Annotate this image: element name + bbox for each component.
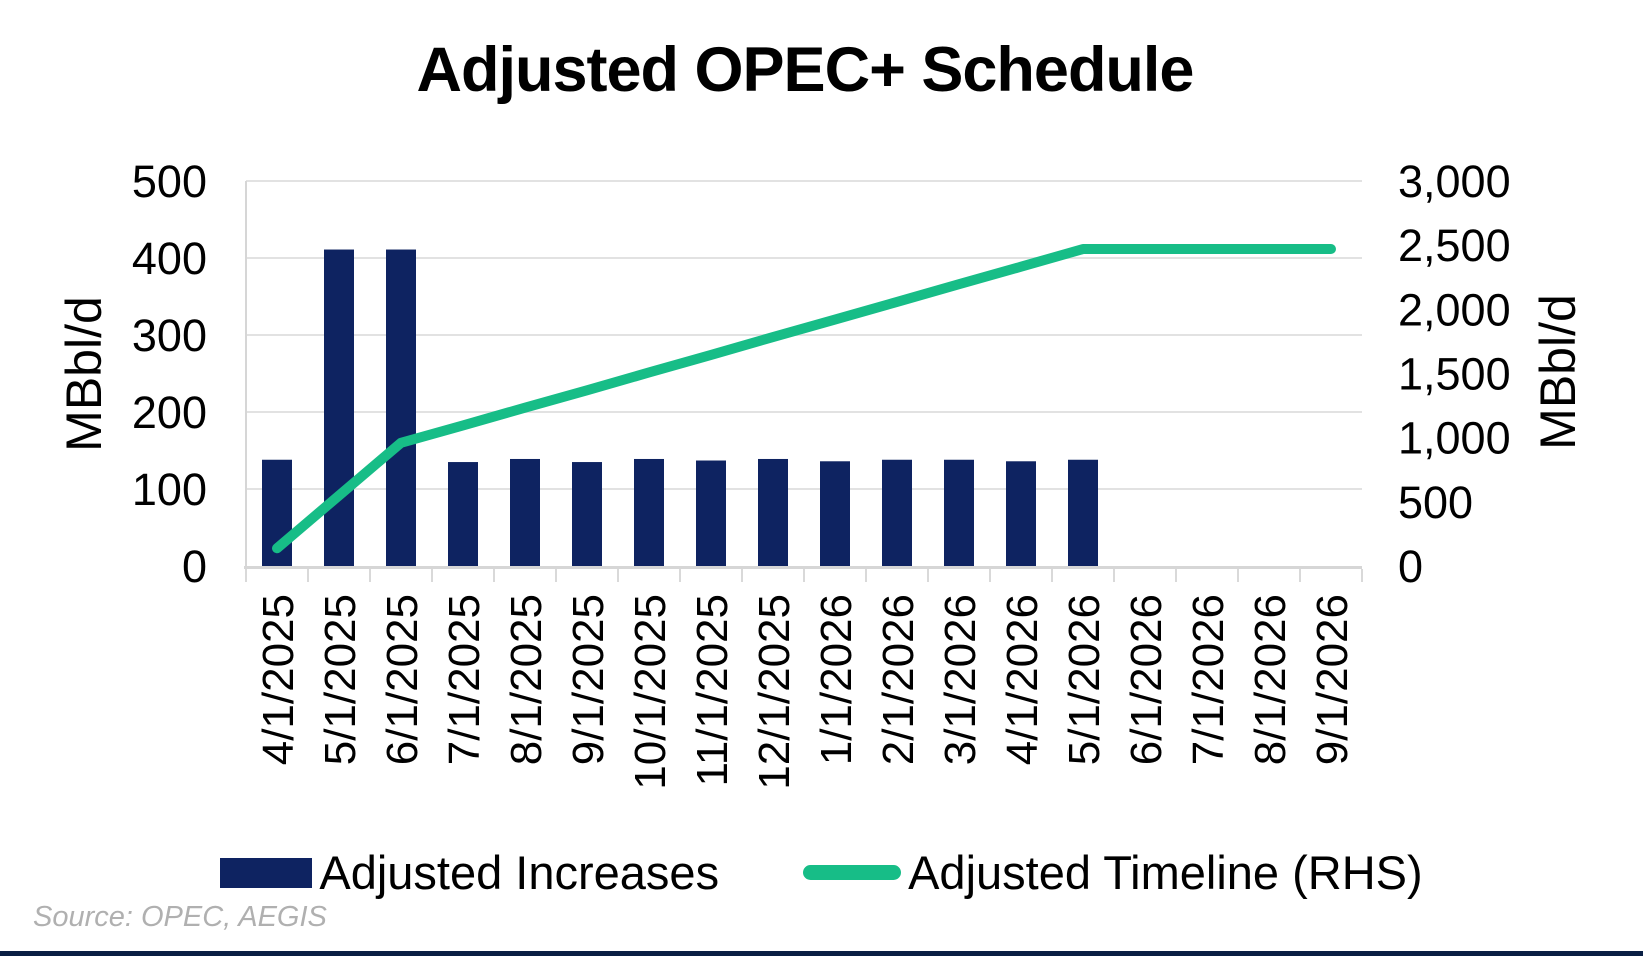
bar-12/1/2025 xyxy=(758,458,788,566)
legend-item-adjusted-increases: Adjusted Increases xyxy=(220,845,719,900)
left-axis-tick-label: 300 xyxy=(132,310,207,361)
right-axis-unit-label: MBbl/d xyxy=(1530,294,1586,450)
chart-title: Adjusted OPEC+ Schedule xyxy=(416,35,1195,105)
x-tick-label-7/1/2026: 7/1/2026 xyxy=(1184,594,1233,765)
x-tick-label-7/1/2025: 7/1/2025 xyxy=(440,594,489,765)
x-tick-label-9/1/2025: 9/1/2025 xyxy=(564,594,613,765)
right-axis-tick-label: 1,000 xyxy=(1398,413,1511,464)
left-axis-tick-label: 100 xyxy=(132,464,207,515)
bar-11/1/2025 xyxy=(696,460,726,566)
chart-legend: Adjusted Increases Adjusted Timeline (RH… xyxy=(0,845,1643,900)
bar-3/1/2026 xyxy=(944,459,974,566)
legend-label-adjusted-increases: Adjusted Increases xyxy=(319,846,720,899)
left-axis-tick-label: 400 xyxy=(132,233,207,284)
x-tick-label-11/1/2025: 11/1/2025 xyxy=(688,594,737,786)
x-tick-label-9/1/2026: 9/1/2026 xyxy=(1308,594,1357,765)
bar-5/1/2026 xyxy=(1068,459,1098,566)
bottom-divider xyxy=(0,951,1643,956)
left-axis-tick-label: 200 xyxy=(132,387,207,438)
bar-2/1/2026 xyxy=(882,459,912,566)
x-tick-label-6/1/2026: 6/1/2026 xyxy=(1122,594,1171,765)
line-swatch-icon xyxy=(803,865,902,880)
left-axis-unit-label: MBbl/d xyxy=(56,296,112,452)
right-axis-tick-label: 2,000 xyxy=(1398,284,1511,335)
legend-label-adjusted-timeline: Adjusted Timeline (RHS) xyxy=(908,846,1423,899)
bar-4/1/2026 xyxy=(1006,461,1036,566)
left-axis-tick-label: 0 xyxy=(182,541,207,592)
bar-10/1/2025 xyxy=(634,458,664,566)
x-tick-label-4/1/2025: 4/1/2025 xyxy=(254,594,303,765)
x-tick-label-1/1/2026: 1/1/2026 xyxy=(812,594,861,765)
x-tick-label-8/1/2025: 8/1/2025 xyxy=(502,594,551,765)
bar-6/1/2025 xyxy=(386,249,416,566)
right-axis-tick-label: 3,000 xyxy=(1398,156,1511,207)
bar-swatch-icon xyxy=(220,857,313,888)
legend-item-adjusted-timeline: Adjusted Timeline (RHS) xyxy=(803,845,1423,900)
x-tick-label-6/1/2025: 6/1/2025 xyxy=(378,594,427,765)
right-axis-tick-label: 2,500 xyxy=(1398,220,1511,271)
left-axis-tick-label: 500 xyxy=(132,156,207,207)
right-axis-tick-label: 1,500 xyxy=(1398,349,1511,400)
x-tick-label-8/1/2026: 8/1/2026 xyxy=(1246,594,1295,765)
x-tick-label-4/1/2026: 4/1/2026 xyxy=(998,594,1047,765)
right-axis-tick-label: 0 xyxy=(1398,541,1423,592)
x-tick-label-12/1/2025: 12/1/2025 xyxy=(750,594,799,790)
bar-1/1/2026 xyxy=(820,461,850,566)
bar-5/1/2025 xyxy=(324,249,354,566)
source-note: Source: OPEC, AEGIS xyxy=(33,901,327,933)
x-tick-label-3/1/2026: 3/1/2026 xyxy=(936,594,985,765)
timeline-series-line xyxy=(272,244,1336,554)
x-tick-label-5/1/2026: 5/1/2026 xyxy=(1060,594,1109,765)
right-axis-tick-label: 500 xyxy=(1398,477,1473,528)
bar-9/1/2025 xyxy=(572,462,602,566)
x-tick-label-2/1/2026: 2/1/2026 xyxy=(874,594,923,765)
bar-7/1/2025 xyxy=(448,462,478,566)
x-tick-label-10/1/2025: 10/1/2025 xyxy=(626,594,675,790)
bar-8/1/2025 xyxy=(510,458,540,566)
x-tick-label-5/1/2025: 5/1/2025 xyxy=(316,594,365,765)
